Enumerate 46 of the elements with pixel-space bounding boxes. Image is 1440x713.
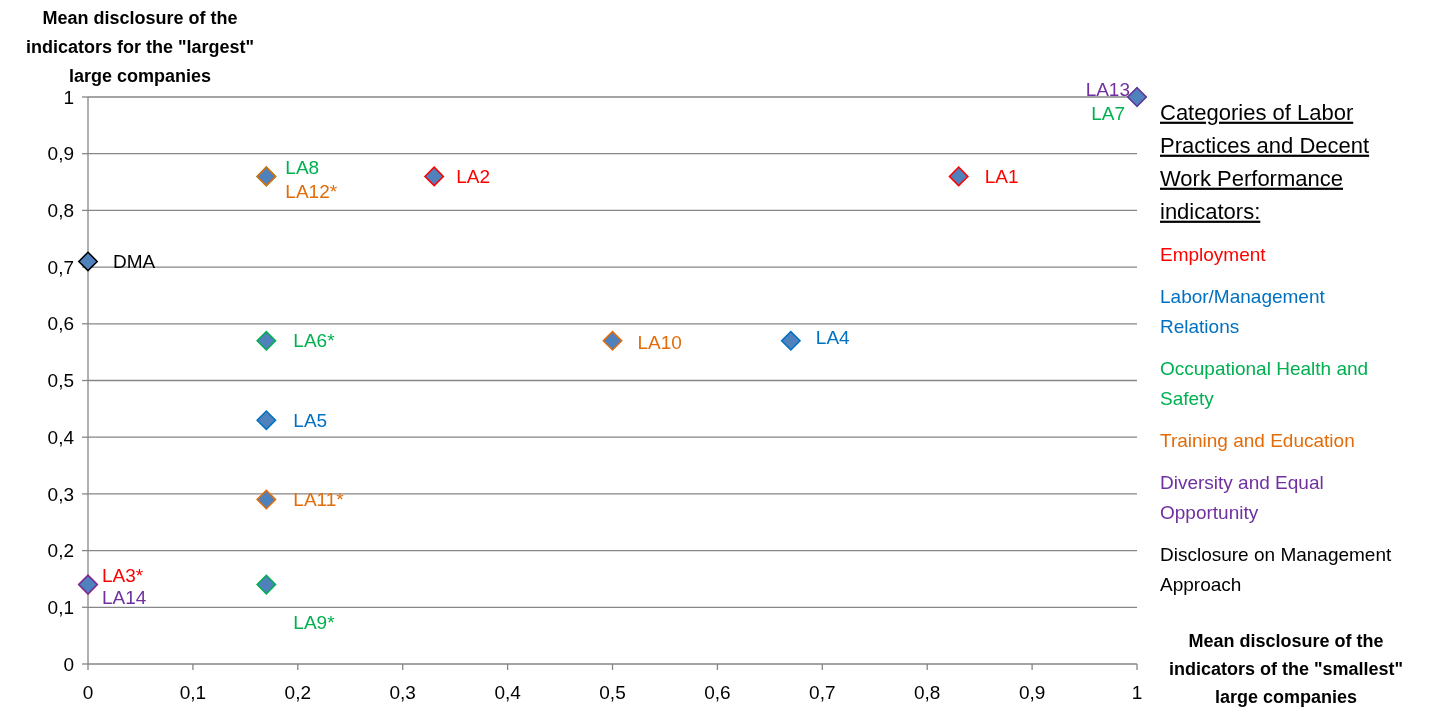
x-tick-label: 1: [1131, 681, 1143, 703]
y-tick-label: 1: [63, 86, 74, 108]
x-tick-label: 0,1: [179, 681, 207, 703]
data-label: LA6*: [293, 330, 336, 352]
y-tick-label: 0,8: [47, 200, 74, 222]
data-label: LA7: [1091, 102, 1125, 124]
text: Training and Education: [1160, 429, 1355, 451]
y-tick-label: 0,6: [47, 313, 74, 335]
data-label: DMA: [113, 251, 156, 273]
data-label: LA11*: [293, 489, 345, 511]
x-tick-label: 0,4: [494, 681, 522, 703]
y-tick-label: 0,3: [47, 483, 74, 505]
y-tick-label: 0,5: [47, 370, 74, 392]
y-tick-label: 0,9: [47, 143, 74, 165]
data-label: LA3*: [102, 565, 144, 587]
x-tick-label: 0,6: [704, 681, 731, 703]
x-tick-label: 0,7: [809, 681, 836, 703]
data-label: LA8: [285, 157, 320, 179]
data-label: LA9*: [293, 612, 336, 634]
x-tick-label: 0,3: [389, 681, 416, 703]
y-tick-label: 0,2: [47, 540, 74, 562]
x-tick-label: 0: [82, 681, 94, 703]
x-tick-label: 0,2: [284, 681, 312, 703]
legend-title: Categories of Labor Practices and Decent Work Performance indicators:: [1160, 99, 1370, 224]
data-label: LA14: [102, 587, 147, 609]
y-tick-label: 0,7: [47, 256, 74, 278]
data-label: LA1: [984, 166, 1019, 188]
data-label: LA13: [1085, 78, 1130, 100]
data-label: LA12*: [285, 181, 338, 203]
y-tick-label: 0,4: [47, 426, 75, 448]
y-tick-label: 0: [63, 653, 74, 675]
x-axis-title: Mean disclosure of the indicators of the "smallest" large companies: [1168, 631, 1404, 708]
y-tick-label: 0,1: [47, 596, 74, 618]
data-label: LA10: [637, 332, 682, 354]
data-label: LA2: [456, 166, 490, 188]
x-tick-label: 0,8: [913, 681, 941, 703]
text: Diversity and Equal Opportunity: [1160, 471, 1324, 523]
data-label: LA4: [815, 327, 851, 349]
y-axis-title: Mean disclosure of the indicators for the "largest" large companies: [25, 8, 255, 87]
text: Employment: [1160, 243, 1267, 265]
x-tick-label: 0,5: [599, 681, 626, 703]
data-label: LA5: [293, 409, 328, 431]
text: Labor/Management Relations: [1160, 285, 1326, 337]
text: Occupational Health and Safety: [1160, 357, 1369, 409]
text: Disclosure on Management Approach: [1160, 543, 1393, 595]
x-tick-label: 0,9: [1018, 681, 1046, 703]
